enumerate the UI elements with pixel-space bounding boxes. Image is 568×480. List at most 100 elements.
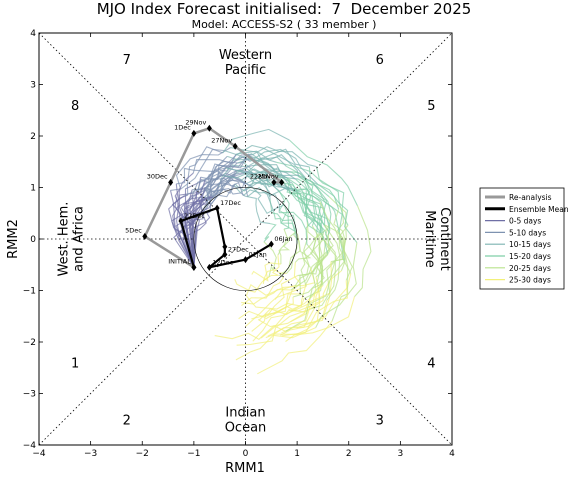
legend-label: Re-analysis <box>509 193 552 202</box>
ensemble-mean-point <box>191 263 197 271</box>
ensemble-member-line <box>205 155 248 184</box>
phase-label: 8 <box>71 99 79 114</box>
ensemble-member-line <box>311 245 336 310</box>
ensemble-member-line <box>308 166 332 235</box>
chart-subtitle: Model: ACCESS-S2 ( 33 member ) <box>191 18 377 31</box>
y-tick-label: −1 <box>23 287 36 297</box>
ensemble-member-line <box>278 231 297 265</box>
ensemble-member-line <box>280 284 321 336</box>
ensemble-member-line <box>251 186 285 215</box>
x-tick-label: 0 <box>243 449 249 459</box>
ensemble-member-line <box>184 170 224 197</box>
axis-ticks: −4 −3 −2 −1 0 1 2 3 4 −4 −3 −2 −1 0 1 2 3 4 <box>23 29 455 459</box>
reanalysis-point <box>206 124 212 132</box>
y-tick-label: 4 <box>30 29 36 39</box>
ensemble-member-line <box>171 195 195 268</box>
y-tick-label: 1 <box>30 184 36 194</box>
ensemble-member-line <box>278 243 298 278</box>
ensemble-member-line <box>276 188 290 230</box>
reanalysis-date-label: 5Dec <box>125 226 142 234</box>
ensemble-mean-date-label: 01Jan <box>249 251 267 259</box>
legend-label: 25-30 days <box>509 276 551 285</box>
ensemble-member-line <box>319 201 353 281</box>
ensemble-member-line <box>176 167 226 185</box>
ensemble-member-line <box>257 320 333 375</box>
ensemble-member-line <box>312 225 328 283</box>
ensemble-member-line <box>204 153 258 181</box>
chart-title: MJO Index Forecast initialised: 7 Decemb… <box>96 0 472 18</box>
y-axis-title: RMM2 <box>6 219 21 259</box>
x-tick-label: −1 <box>187 449 200 459</box>
ensemble-member-line <box>308 234 338 299</box>
ensemble-member-line <box>202 176 247 196</box>
legend-label: 15-20 days <box>509 252 551 261</box>
ensemble-member-line <box>230 147 288 179</box>
ensemble-member-line <box>247 148 310 168</box>
ensemble-mean-date-label: 06Jan <box>274 235 292 243</box>
ensemble-member-line <box>174 187 195 268</box>
ensemble-member-line <box>222 128 290 154</box>
ensemble-mean-point <box>206 263 212 271</box>
ensemble-member-line <box>263 223 277 243</box>
ensemble-member-line <box>244 195 271 225</box>
legend: Re-analysis Ensemble Mean 0-5 days 5-10 day… <box>479 187 568 290</box>
reanalysis-date-label: 27Nov <box>211 136 232 144</box>
reanalysis-date-label: 25Nov <box>258 172 279 180</box>
reanalysis-point <box>232 142 238 150</box>
ensemble-member-line <box>292 232 325 298</box>
ensemble-member-line <box>278 190 297 232</box>
x-tick-label: 4 <box>449 449 455 459</box>
ensemble-member-line <box>222 168 269 185</box>
reanalysis-point <box>279 178 285 186</box>
legend-label: 0-5 days <box>509 217 541 226</box>
reanalysis-line <box>143 126 286 269</box>
ensemble-member-line <box>241 276 285 307</box>
region-label-western-pacific: Pacific <box>225 63 266 78</box>
ensemble-member-line <box>262 255 280 282</box>
ensemble-member-line <box>316 166 349 226</box>
ensemble-member-line <box>326 232 341 301</box>
phase-label: 1 <box>71 357 79 372</box>
ensemble-member-line <box>234 276 270 293</box>
region-label-west-hem-africa: West. Hem. <box>56 202 71 277</box>
ensemble-member-line <box>315 242 358 328</box>
x-tick-label: 3 <box>398 449 404 459</box>
y-tick-label: 0 <box>30 235 36 245</box>
y-tick-label: −4 <box>23 441 37 451</box>
x-tick-label: −2 <box>136 449 149 459</box>
ensemble-member-line <box>304 177 328 234</box>
region-label-west-hem-africa: and Africa <box>71 206 86 272</box>
ensemble-member-line <box>307 244 323 304</box>
ensemble-mean-date-label: 12Dec <box>212 258 233 266</box>
ensemble-member-line <box>296 188 325 234</box>
phase-label: 4 <box>427 357 435 372</box>
ensemble-mean-date-label: 22Dec <box>184 212 205 220</box>
ensemble-member-line <box>246 175 297 192</box>
ensemble-member-line <box>279 211 308 246</box>
ensemble-mean-point <box>243 256 248 264</box>
unit-circle <box>193 187 298 291</box>
ensemble-member-line <box>235 327 316 361</box>
ensemble-member-line <box>247 186 281 213</box>
region-label-indian-ocean: Ocean <box>225 421 267 436</box>
phase-label: 2 <box>123 413 131 428</box>
ensemble-member-line <box>251 293 301 332</box>
ensemble-member-line <box>267 298 311 337</box>
ensemble-member-line <box>280 204 298 244</box>
ensemble-member-line <box>312 232 331 289</box>
ensemble-member-line <box>251 262 281 282</box>
ensemble-member-line <box>294 234 323 287</box>
ensemble-member-line <box>186 146 223 196</box>
ensemble-member-line <box>326 225 349 294</box>
ensemble-member-line <box>290 239 324 291</box>
ensemble-member-line <box>249 148 319 185</box>
ensemble-member-line <box>262 269 287 284</box>
y-tick-label: 2 <box>30 132 36 142</box>
legend-label: 10-15 days <box>509 240 551 249</box>
ensemble-member-line <box>171 194 195 268</box>
ensemble-members <box>168 128 372 375</box>
legend-label: 20-25 days <box>509 264 551 273</box>
ensemble-mean-point <box>222 250 228 258</box>
